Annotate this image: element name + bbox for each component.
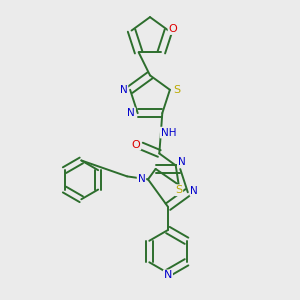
Text: S: S: [173, 85, 180, 95]
Text: S: S: [175, 185, 182, 195]
Text: N: N: [164, 270, 172, 280]
Text: O: O: [132, 140, 140, 149]
Text: N: N: [120, 85, 128, 95]
Text: N: N: [127, 108, 135, 118]
Text: N: N: [138, 174, 145, 184]
Text: O: O: [169, 24, 177, 34]
Text: N: N: [178, 158, 186, 167]
Text: N: N: [190, 186, 198, 196]
Text: NH: NH: [160, 128, 176, 138]
